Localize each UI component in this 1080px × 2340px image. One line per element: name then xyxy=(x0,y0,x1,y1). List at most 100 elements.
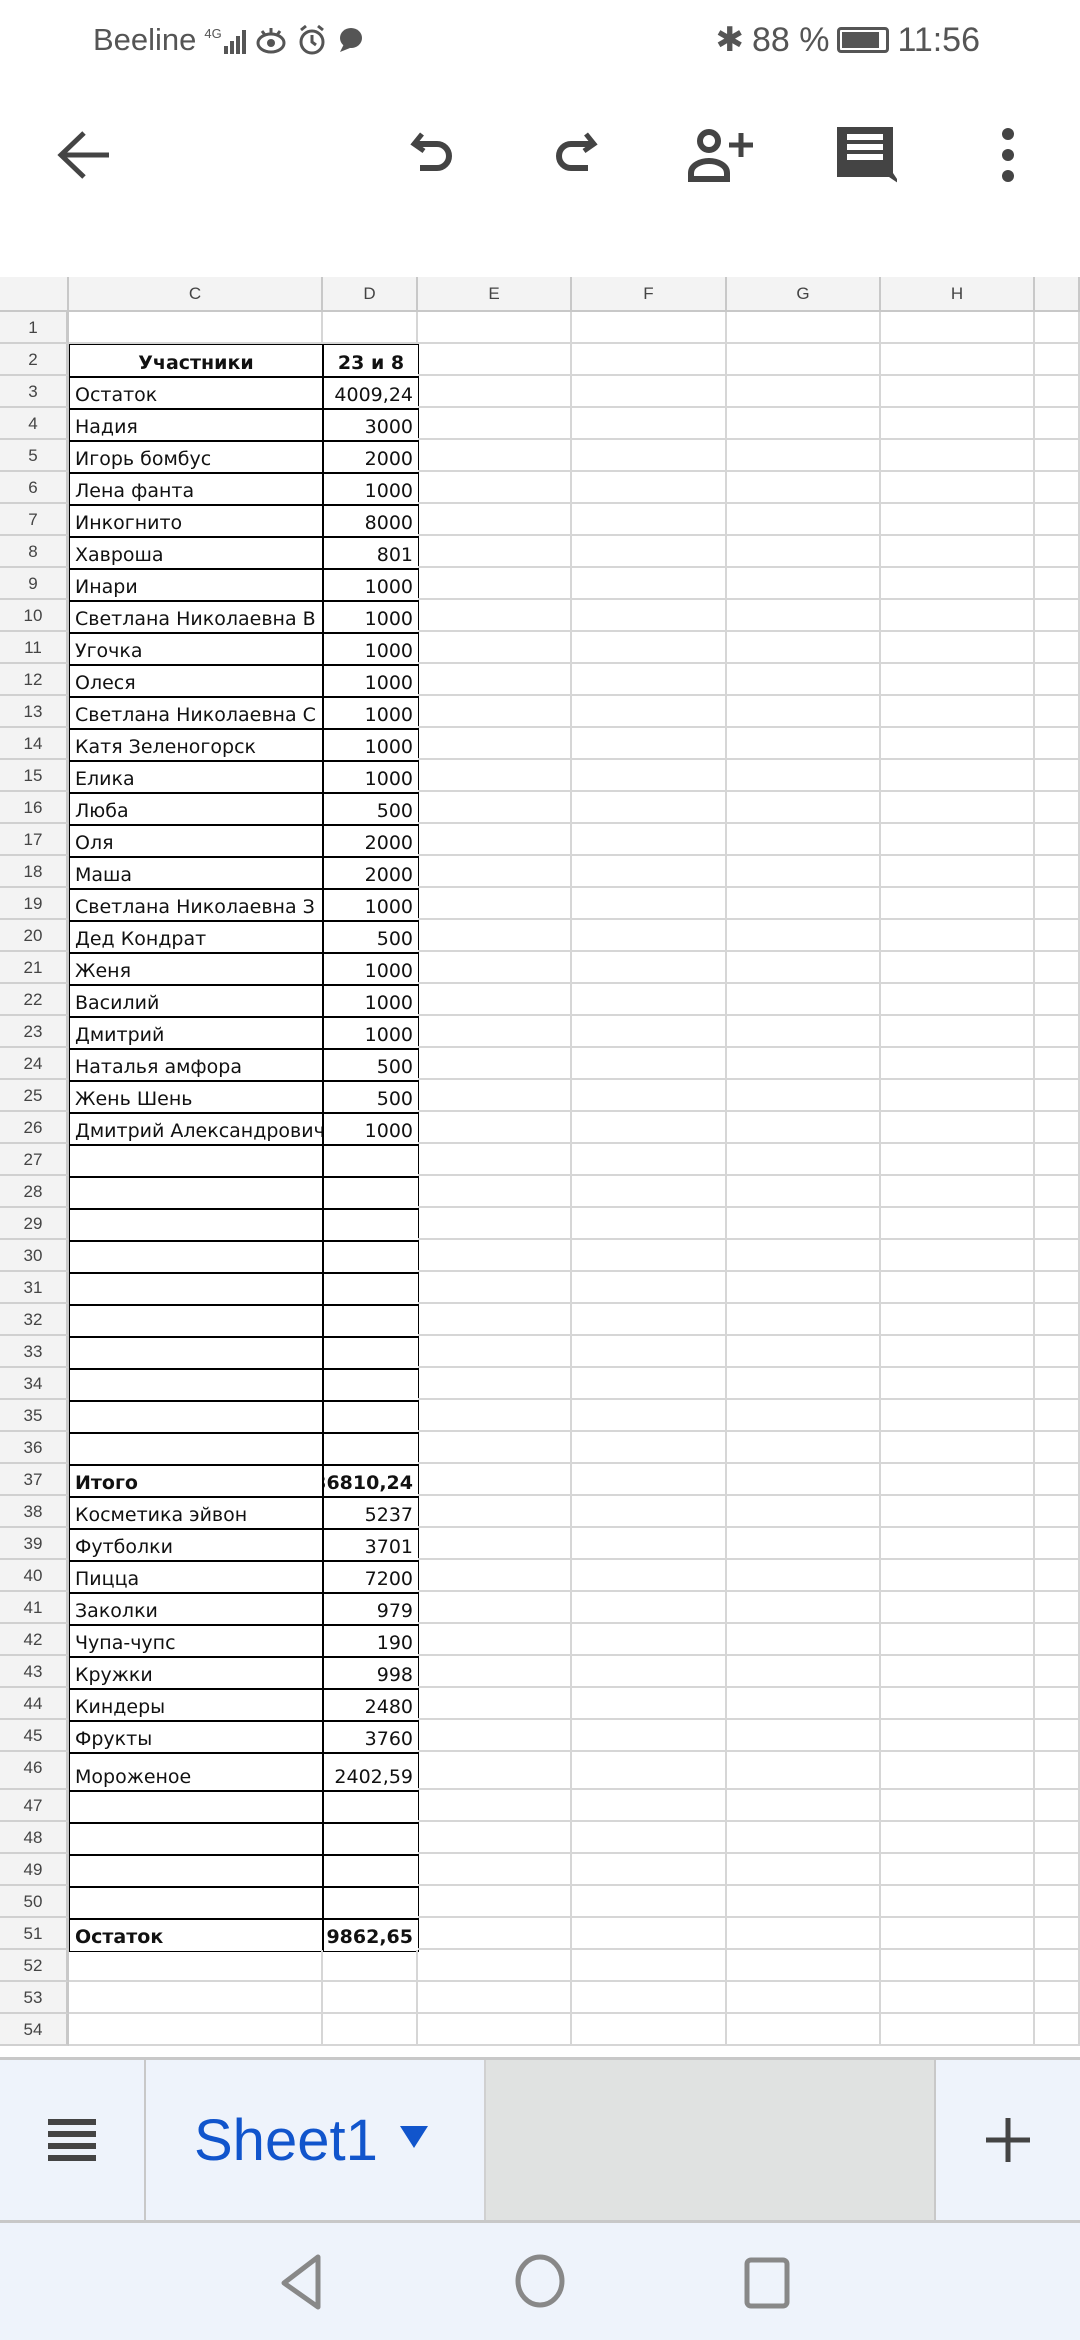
cell-c12[interactable]: Олеся xyxy=(69,664,323,698)
cell-g33[interactable] xyxy=(727,1336,881,1368)
cell-h34[interactable] xyxy=(881,1368,1035,1400)
cell-h50[interactable] xyxy=(881,1886,1035,1918)
cell-c38[interactable]: Косметика эйвон xyxy=(69,1496,323,1530)
comments-button[interactable] xyxy=(830,120,900,190)
cell-undefined40[interactable] xyxy=(1035,1560,1080,1592)
cell-g9[interactable] xyxy=(727,568,881,600)
row-header[interactable]: 9 xyxy=(0,568,69,600)
cell-d2[interactable]: 23 и 8 xyxy=(323,344,419,378)
cell-c10[interactable]: Светлана Николаевна В xyxy=(69,600,323,634)
cell-c52[interactable] xyxy=(69,1950,323,1982)
cell-undefined31[interactable] xyxy=(1035,1272,1080,1304)
cell-g28[interactable] xyxy=(727,1176,881,1208)
cell-undefined44[interactable] xyxy=(1035,1688,1080,1720)
cell-e50[interactable] xyxy=(418,1886,572,1918)
cell-c46[interactable]: Мороженое xyxy=(69,1752,323,1792)
row-header[interactable]: 29 xyxy=(0,1208,69,1240)
sheet-tab-sheet1[interactable]: Sheet1 xyxy=(146,2060,484,2220)
cell-e28[interactable] xyxy=(418,1176,572,1208)
cell-e52[interactable] xyxy=(418,1950,572,1982)
cell-h16[interactable] xyxy=(881,792,1035,824)
cell-h19[interactable] xyxy=(881,888,1035,920)
cell-d30[interactable] xyxy=(323,1240,419,1274)
cell-e44[interactable] xyxy=(418,1688,572,1720)
cell-undefined21[interactable] xyxy=(1035,952,1080,984)
cell-d48[interactable] xyxy=(323,1822,419,1856)
row-header[interactable]: 38 xyxy=(0,1496,69,1528)
cell-h44[interactable] xyxy=(881,1688,1035,1720)
cell-d5[interactable]: 2000 xyxy=(323,440,419,474)
column-header-f[interactable]: F xyxy=(572,277,727,312)
cell-d27[interactable] xyxy=(323,1144,419,1178)
cell-e32[interactable] xyxy=(418,1304,572,1336)
cell-c3[interactable]: Остаток xyxy=(69,376,323,410)
cell-g18[interactable] xyxy=(727,856,881,888)
all-sheets-button[interactable] xyxy=(0,2060,146,2220)
cell-e49[interactable] xyxy=(418,1854,572,1886)
cell-g43[interactable] xyxy=(727,1656,881,1688)
cell-c5[interactable]: Игорь бомбус xyxy=(69,440,323,474)
cell-h22[interactable] xyxy=(881,984,1035,1016)
cell-undefined22[interactable] xyxy=(1035,984,1080,1016)
cell-d1[interactable] xyxy=(323,312,418,344)
cell-f29[interactable] xyxy=(572,1208,727,1240)
cell-d37[interactable]: 36810,24 xyxy=(323,1464,419,1498)
row-header[interactable]: 3 xyxy=(0,376,69,408)
cell-c13[interactable]: Светлана Николаевна С xyxy=(69,696,323,730)
cell-g4[interactable] xyxy=(727,408,881,440)
cell-h40[interactable] xyxy=(881,1560,1035,1592)
cell-e6[interactable] xyxy=(418,472,572,504)
cell-g11[interactable] xyxy=(727,632,881,664)
cell-h48[interactable] xyxy=(881,1822,1035,1854)
cell-g5[interactable] xyxy=(727,440,881,472)
cell-c47[interactable] xyxy=(69,1790,323,1824)
redo-button[interactable] xyxy=(540,120,610,190)
cell-f41[interactable] xyxy=(572,1592,727,1624)
cell-d53[interactable] xyxy=(323,1982,418,2014)
row-header[interactable]: 36 xyxy=(0,1432,69,1464)
cell-c17[interactable]: Оля xyxy=(69,824,323,858)
cell-e13[interactable] xyxy=(418,696,572,728)
cell-c36[interactable] xyxy=(69,1432,323,1466)
cell-d17[interactable]: 2000 xyxy=(323,824,419,858)
cell-d6[interactable]: 1000 xyxy=(323,472,419,506)
cell-f22[interactable] xyxy=(572,984,727,1016)
cell-e15[interactable] xyxy=(418,760,572,792)
row-header[interactable]: 52 xyxy=(0,1950,69,1982)
cell-g44[interactable] xyxy=(727,1688,881,1720)
cell-e7[interactable] xyxy=(418,504,572,536)
cell-c49[interactable] xyxy=(69,1854,323,1888)
cell-undefined10[interactable] xyxy=(1035,600,1080,632)
cell-h10[interactable] xyxy=(881,600,1035,632)
cell-e47[interactable] xyxy=(418,1790,572,1822)
cell-undefined48[interactable] xyxy=(1035,1822,1080,1854)
cell-e41[interactable] xyxy=(418,1592,572,1624)
cell-h41[interactable] xyxy=(881,1592,1035,1624)
cell-h36[interactable] xyxy=(881,1432,1035,1464)
cell-h9[interactable] xyxy=(881,568,1035,600)
row-header[interactable]: 34 xyxy=(0,1368,69,1400)
cell-f34[interactable] xyxy=(572,1368,727,1400)
cell-g29[interactable] xyxy=(727,1208,881,1240)
cell-undefined37[interactable] xyxy=(1035,1464,1080,1496)
row-header[interactable]: 13 xyxy=(0,696,69,728)
nav-recents-icon[interactable] xyxy=(744,2257,790,2309)
cell-f2[interactable] xyxy=(572,344,727,376)
cell-h15[interactable] xyxy=(881,760,1035,792)
cell-h43[interactable] xyxy=(881,1656,1035,1688)
cell-undefined2[interactable] xyxy=(1035,344,1080,376)
cell-h14[interactable] xyxy=(881,728,1035,760)
cell-c29[interactable] xyxy=(69,1208,323,1242)
cell-f37[interactable] xyxy=(572,1464,727,1496)
row-header[interactable]: 23 xyxy=(0,1016,69,1048)
cell-undefined8[interactable] xyxy=(1035,536,1080,568)
cell-e34[interactable] xyxy=(418,1368,572,1400)
cell-e23[interactable] xyxy=(418,1016,572,1048)
cell-e54[interactable] xyxy=(418,2014,572,2046)
cell-e26[interactable] xyxy=(418,1112,572,1144)
row-header[interactable]: 27 xyxy=(0,1144,69,1176)
cell-g31[interactable] xyxy=(727,1272,881,1304)
cell-e25[interactable] xyxy=(418,1080,572,1112)
cell-h1[interactable] xyxy=(881,312,1035,344)
cell-e30[interactable] xyxy=(418,1240,572,1272)
